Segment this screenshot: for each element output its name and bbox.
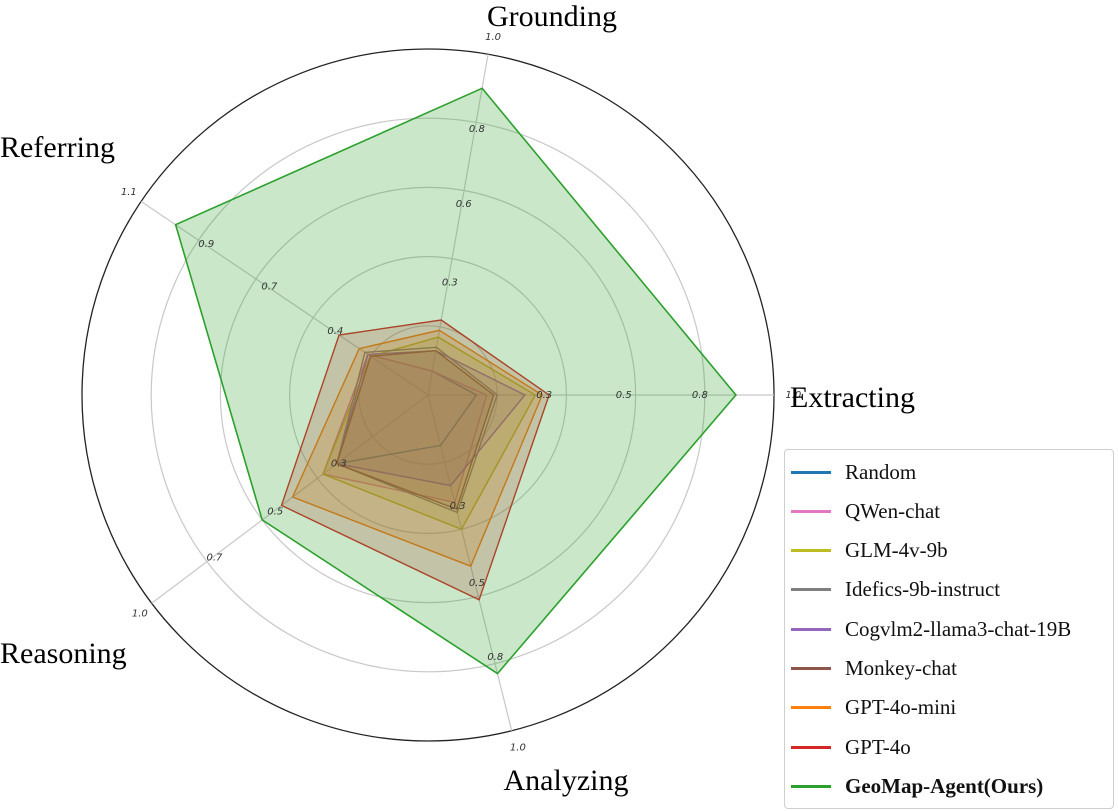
tick-label: 1.1 — [121, 187, 137, 198]
legend-item-qwen-chat: QWen-chat — [791, 496, 940, 526]
legend-label: QWen-chat — [845, 498, 941, 523]
spoke-referring — [140, 201, 429, 396]
legend-swatch — [791, 667, 831, 670]
tick-label: 0.3 — [442, 278, 458, 289]
tick-label: 0.3 — [331, 459, 347, 470]
series-cogvlm2-llama3-chat-19b — [335, 349, 526, 487]
legend-swatch — [791, 588, 831, 592]
tick-label: 0.5 — [267, 507, 283, 518]
tick-label: 0.8 — [692, 390, 708, 401]
legend-swatch — [791, 549, 831, 553]
axis-title-reasoning: Reasoning — [0, 637, 127, 670]
legend-swatch — [791, 745, 831, 749]
radar-tick-labels: 0.3 0.6 0.8 1.0 0.3 0.5 0.8 1.0 0.3 0.5 0.8 1.0 0.3 0… — [121, 32, 801, 753]
tick-label: 0.8 — [487, 652, 503, 663]
axis-title-extracting: Extracting — [790, 381, 915, 414]
tick-label: 0.5 — [469, 578, 485, 589]
series-monkey-chat — [335, 349, 495, 511]
legend-item-gpt-4o-mini: GPT-4o-mini — [791, 693, 956, 723]
legend: Random QWen-chat GLM-4v-9b Idefics-9b-instr… — [784, 449, 1114, 809]
tick-label: 0.3 — [536, 390, 552, 401]
tick-label: 0.7 — [207, 552, 224, 563]
legend-swatch — [791, 627, 831, 631]
tick-label: 1.0 — [485, 32, 501, 43]
legend-label: GLM-4v-9b — [845, 538, 948, 563]
legend-swatch — [791, 706, 831, 710]
radar-series — [174, 87, 737, 675]
spoke-analyzing — [427, 394, 513, 731]
tick-label: 0.9 — [198, 239, 214, 250]
legend-item-gpt-4o: GPT-4o — [791, 732, 911, 762]
tick-label: 0.3 — [450, 501, 466, 512]
axis-title-grounding: Grounding — [487, 0, 617, 33]
legend-swatch — [791, 784, 831, 788]
spoke-reasoning — [151, 394, 429, 604]
legend-item-random: Random — [791, 457, 916, 487]
legend-item-glm-4v-9b: GLM-4v-9b — [791, 536, 948, 566]
tick-label: 0.4 — [327, 326, 343, 337]
legend-label: Random — [845, 459, 917, 484]
radar-axes — [140, 54, 774, 731]
spoke-grounding — [427, 54, 489, 396]
tick-label: 1.0 — [132, 609, 148, 620]
tick-label: 0.5 — [616, 390, 632, 401]
tick-label: 1.0 — [785, 390, 801, 401]
legend-label: Cogvlm2-llama3-chat-19B — [845, 616, 1072, 641]
series-geomap-agent-ours — [174, 87, 737, 675]
series-qwen-chat — [322, 353, 488, 504]
legend-swatch — [791, 509, 831, 513]
series-gpt-4o — [280, 319, 550, 601]
legend-swatch — [791, 470, 831, 474]
radar-axis-titles: Grounding Extracting Analyzing Reasoning Ref… — [0, 0, 915, 797]
axis-title-analyzing: Analyzing — [504, 764, 629, 797]
legend-label: GPT-4o — [845, 734, 911, 759]
legend-label: Monkey-chat — [845, 656, 957, 680]
tick-label: 0.7 — [261, 282, 278, 293]
tick-label: 0.6 — [456, 199, 472, 210]
legend-item-geomap-agent-ours: GeoMap-Agent(Ours) — [791, 771, 1043, 801]
axis-title-referring: Referring — [0, 131, 115, 164]
series-gpt-4o-mini — [291, 329, 544, 568]
tick-label: 0.8 — [469, 124, 485, 135]
legend-label: GPT-4o-mini — [845, 695, 957, 720]
legend-label: Idefics-9b-instruct — [845, 577, 1001, 602]
legend-item-idefics-9b-instruct: Idefics-9b-instruct — [791, 575, 1000, 605]
legend-label: GeoMap-Agent(Ours) — [845, 773, 1044, 798]
legend-item-cogvlm2-llama3-chat-19b: Cogvlm2-llama3-chat-19B — [791, 614, 1071, 644]
legend-item-monkey-chat: Monkey-chat — [791, 654, 957, 684]
series-idefics-9b-instruct — [335, 346, 499, 514]
tick-label: 1.0 — [510, 743, 526, 754]
